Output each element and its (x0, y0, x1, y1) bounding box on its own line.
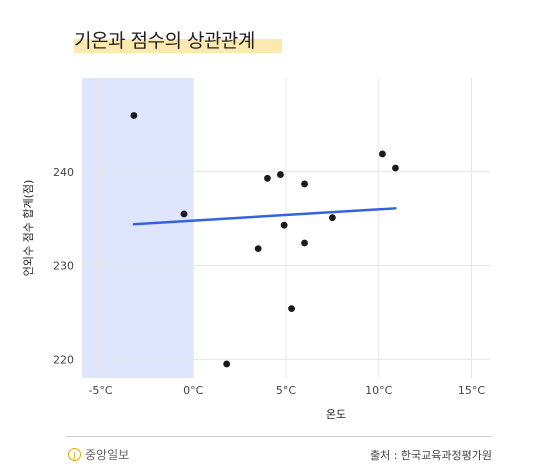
data-point (379, 150, 386, 158)
x-tick-label: -5°C (88, 384, 112, 397)
footer-divider (66, 436, 492, 437)
highlight-band (82, 78, 194, 378)
y-tick-label: 220 (53, 353, 74, 366)
data-point (277, 171, 284, 178)
data-point (288, 305, 295, 313)
x-tick-label: 15°C (458, 384, 485, 397)
data-point (254, 245, 262, 253)
y-tick-label: 240 (53, 166, 74, 179)
y-axis-label: 언외수 점수 합계(점) (22, 180, 35, 277)
trend-line (132, 207, 397, 226)
data-point (328, 214, 336, 222)
data-point (280, 221, 288, 229)
source-note: 출처 : 한국교육과정평가원 (369, 449, 492, 462)
x-axis-label: 온도 (326, 408, 346, 421)
logo-text: 중앙일보 (85, 448, 130, 462)
data-point (392, 164, 399, 172)
publisher-logo: J 중앙일보 (68, 446, 129, 463)
title-highlight (74, 39, 282, 53)
data-point (180, 210, 188, 218)
data-point (301, 239, 308, 247)
data-point (223, 360, 231, 368)
chart-title: 기온과 점수의 상관관계 (74, 30, 255, 52)
data-point (264, 174, 271, 182)
x-tick-label: 0°C (183, 384, 203, 397)
x-tick-label: 5°C (276, 384, 296, 397)
chart-title-wrap: 기온과 점수의 상관관계 (74, 26, 282, 53)
logo-icon: J (68, 448, 81, 461)
x-tick-label: 10°C (365, 384, 392, 397)
data-point (301, 180, 308, 188)
y-tick-label: 230 (53, 260, 74, 273)
data-point (130, 112, 138, 119)
